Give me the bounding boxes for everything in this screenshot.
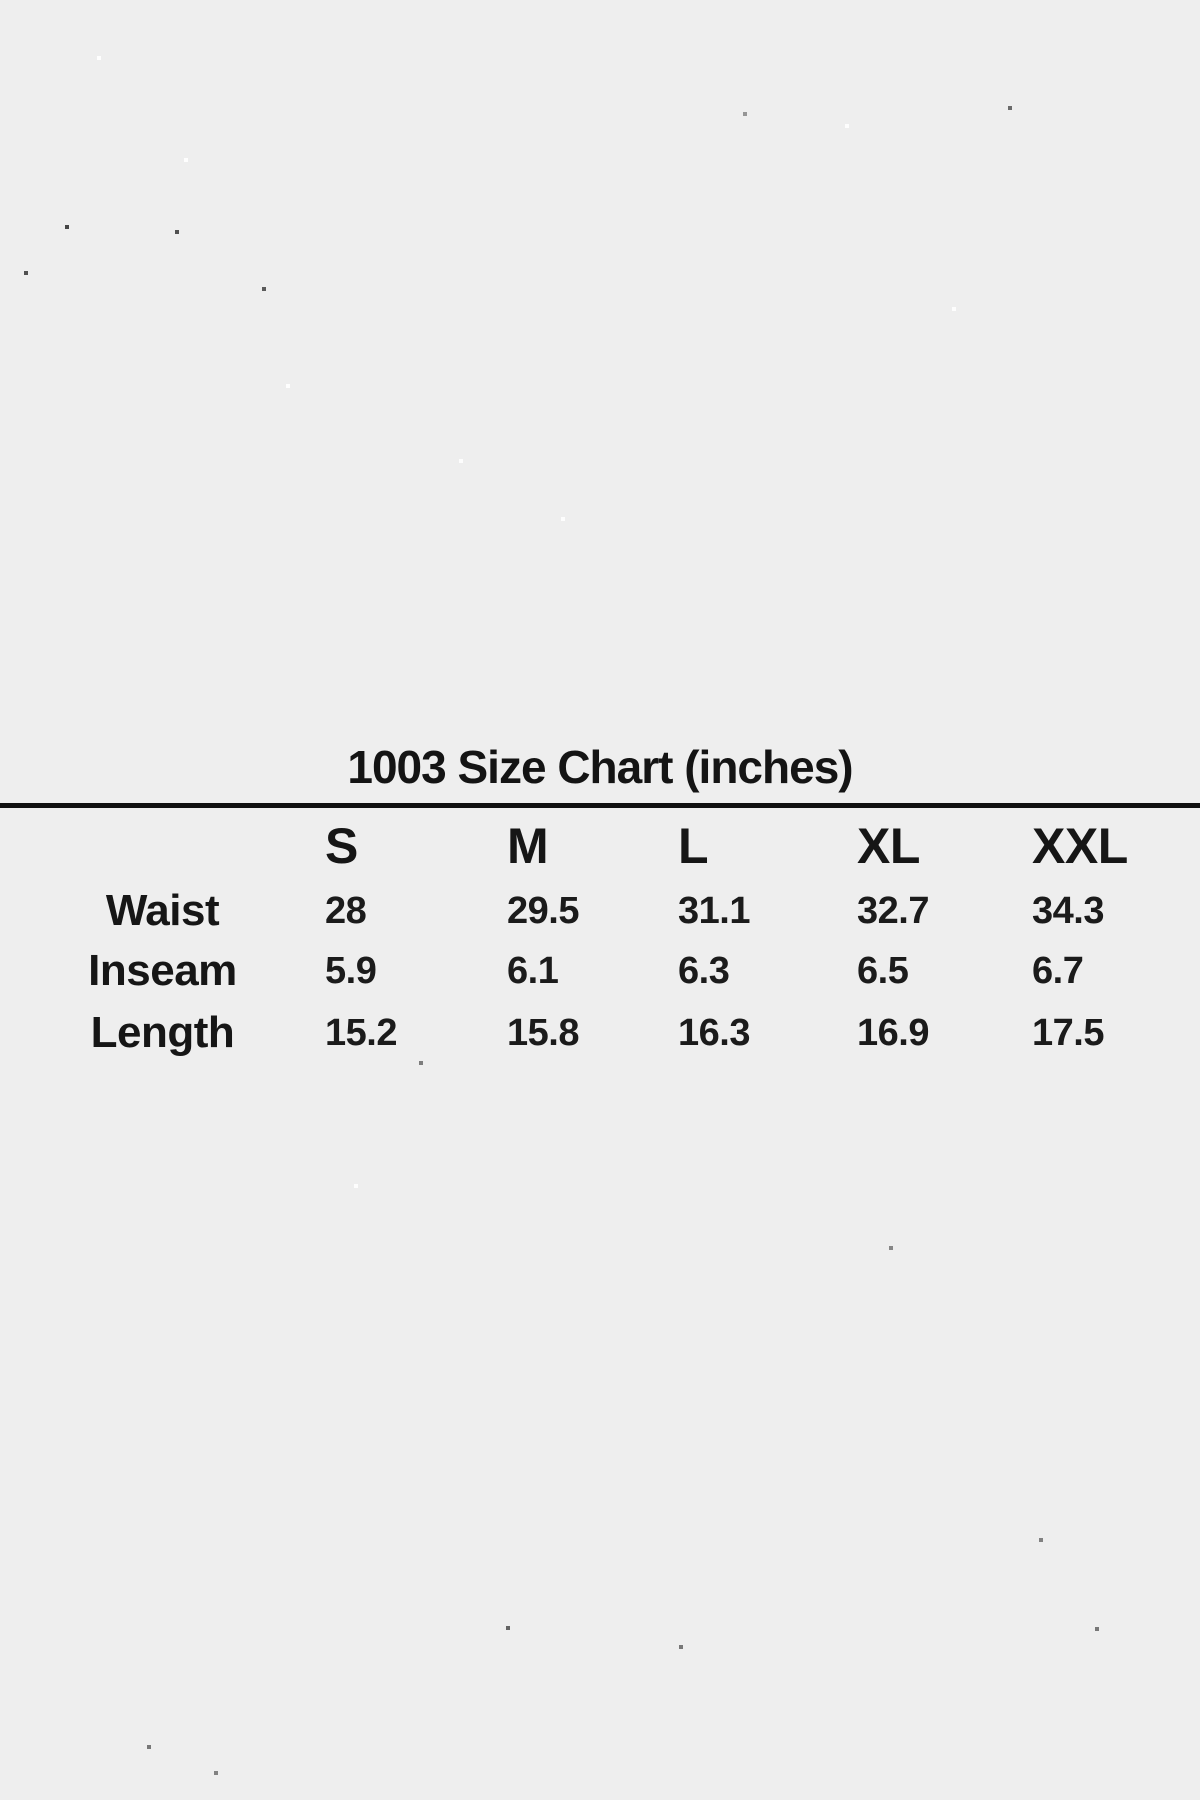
size-value-cell: 17.5	[1032, 1011, 1104, 1054]
size-value-cell: 15.8	[507, 1011, 579, 1054]
size-value-cell: 16.3	[678, 1011, 750, 1054]
size-value-cell: 5.9	[325, 949, 377, 992]
size-column-header: XXL	[1032, 818, 1128, 874]
size-value-cell: 31.1	[678, 889, 750, 932]
size-value-cell: 29.5	[507, 889, 579, 932]
size-value-cell: 6.7	[1032, 949, 1084, 992]
size-column-header: L	[678, 818, 709, 874]
size-chart-table: S M L XL XXL Waist 28 29.5 31.1 32.7 34.3 Inseam 5.9…	[0, 810, 1200, 1064]
size-value-cell: 6.5	[857, 949, 909, 992]
size-value-cell: 32.7	[857, 889, 929, 932]
size-column-header: M	[507, 818, 549, 874]
size-value-cell: 6.3	[678, 949, 730, 992]
size-value-cell: 28	[325, 889, 367, 932]
measurement-row-label: Waist	[105, 886, 220, 935]
size-value-cell: 34.3	[1032, 889, 1104, 932]
size-column-header: S	[325, 818, 358, 874]
size-column-header: XL	[857, 818, 920, 874]
measurement-row-label: Length	[90, 1008, 235, 1057]
measurement-row-label: Inseam	[88, 946, 237, 995]
divider-line	[0, 803, 1200, 808]
size-value-cell: 15.2	[325, 1011, 397, 1054]
size-value-cell: 6.1	[507, 949, 559, 992]
size-chart-title: 1003 Size Chart (inches)	[347, 741, 853, 793]
noise-specks	[0, 0, 2, 2]
size-value-cell: 16.9	[857, 1011, 929, 1054]
